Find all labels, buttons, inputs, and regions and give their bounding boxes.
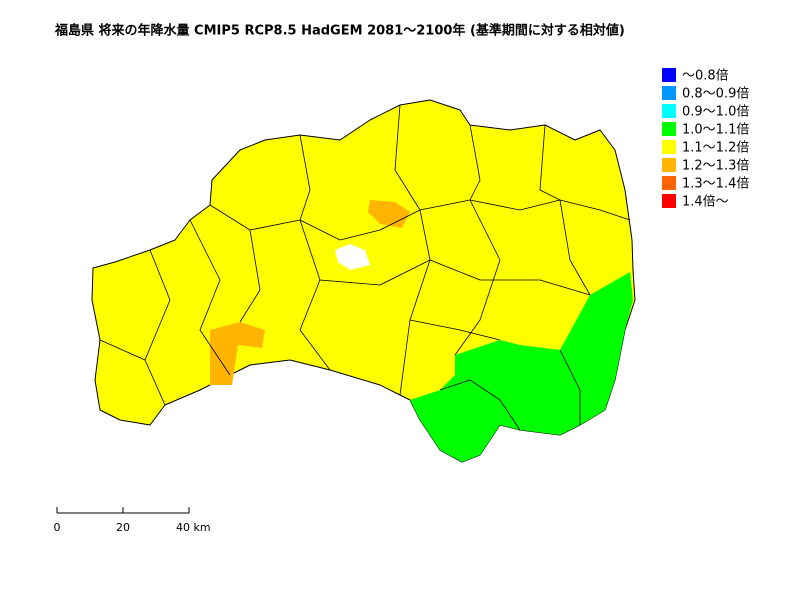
legend-label: 1.2～1.3倍 — [682, 159, 749, 174]
blank-area — [335, 244, 370, 270]
scale-label: 20 — [116, 521, 130, 534]
legend-label: 0.8～0.9倍 — [682, 87, 749, 102]
orange-area — [368, 200, 410, 228]
scale-bar — [56, 507, 190, 514]
legend-swatch — [662, 140, 676, 154]
legend: ～0.8倍 0.8～0.9倍 0.9～1.0倍 1.0～1.1倍 1.1～1.2倍 1.2… — [662, 68, 749, 210]
legend-swatch — [662, 86, 676, 100]
legend-swatch — [662, 122, 676, 136]
legend-label: ～0.8倍 — [682, 69, 729, 84]
legend-label: 0.9～1.0倍 — [682, 105, 749, 120]
legend-label: 1.1～1.2倍 — [682, 141, 749, 156]
legend-swatch — [662, 68, 676, 82]
legend-label: 1.4倍～ — [682, 195, 729, 210]
orange-area — [210, 322, 265, 385]
legend-swatch — [662, 194, 676, 208]
map-title: 福島県 将来の年降水量 CMIP5 RCP8.5 HadGEM 2081～210… — [54, 23, 625, 39]
map — [91, 99, 636, 463]
legend-swatch — [662, 158, 676, 172]
scale-label: 0 — [54, 521, 61, 534]
legend-swatch — [662, 104, 676, 118]
green-area — [410, 272, 633, 462]
legend-swatch — [662, 176, 676, 190]
scale-label: 40 km — [176, 521, 211, 534]
legend-label: 1.3～1.4倍 — [682, 177, 749, 192]
boundaries — [99, 104, 631, 431]
legend-label: 1.0～1.1倍 — [682, 123, 749, 138]
